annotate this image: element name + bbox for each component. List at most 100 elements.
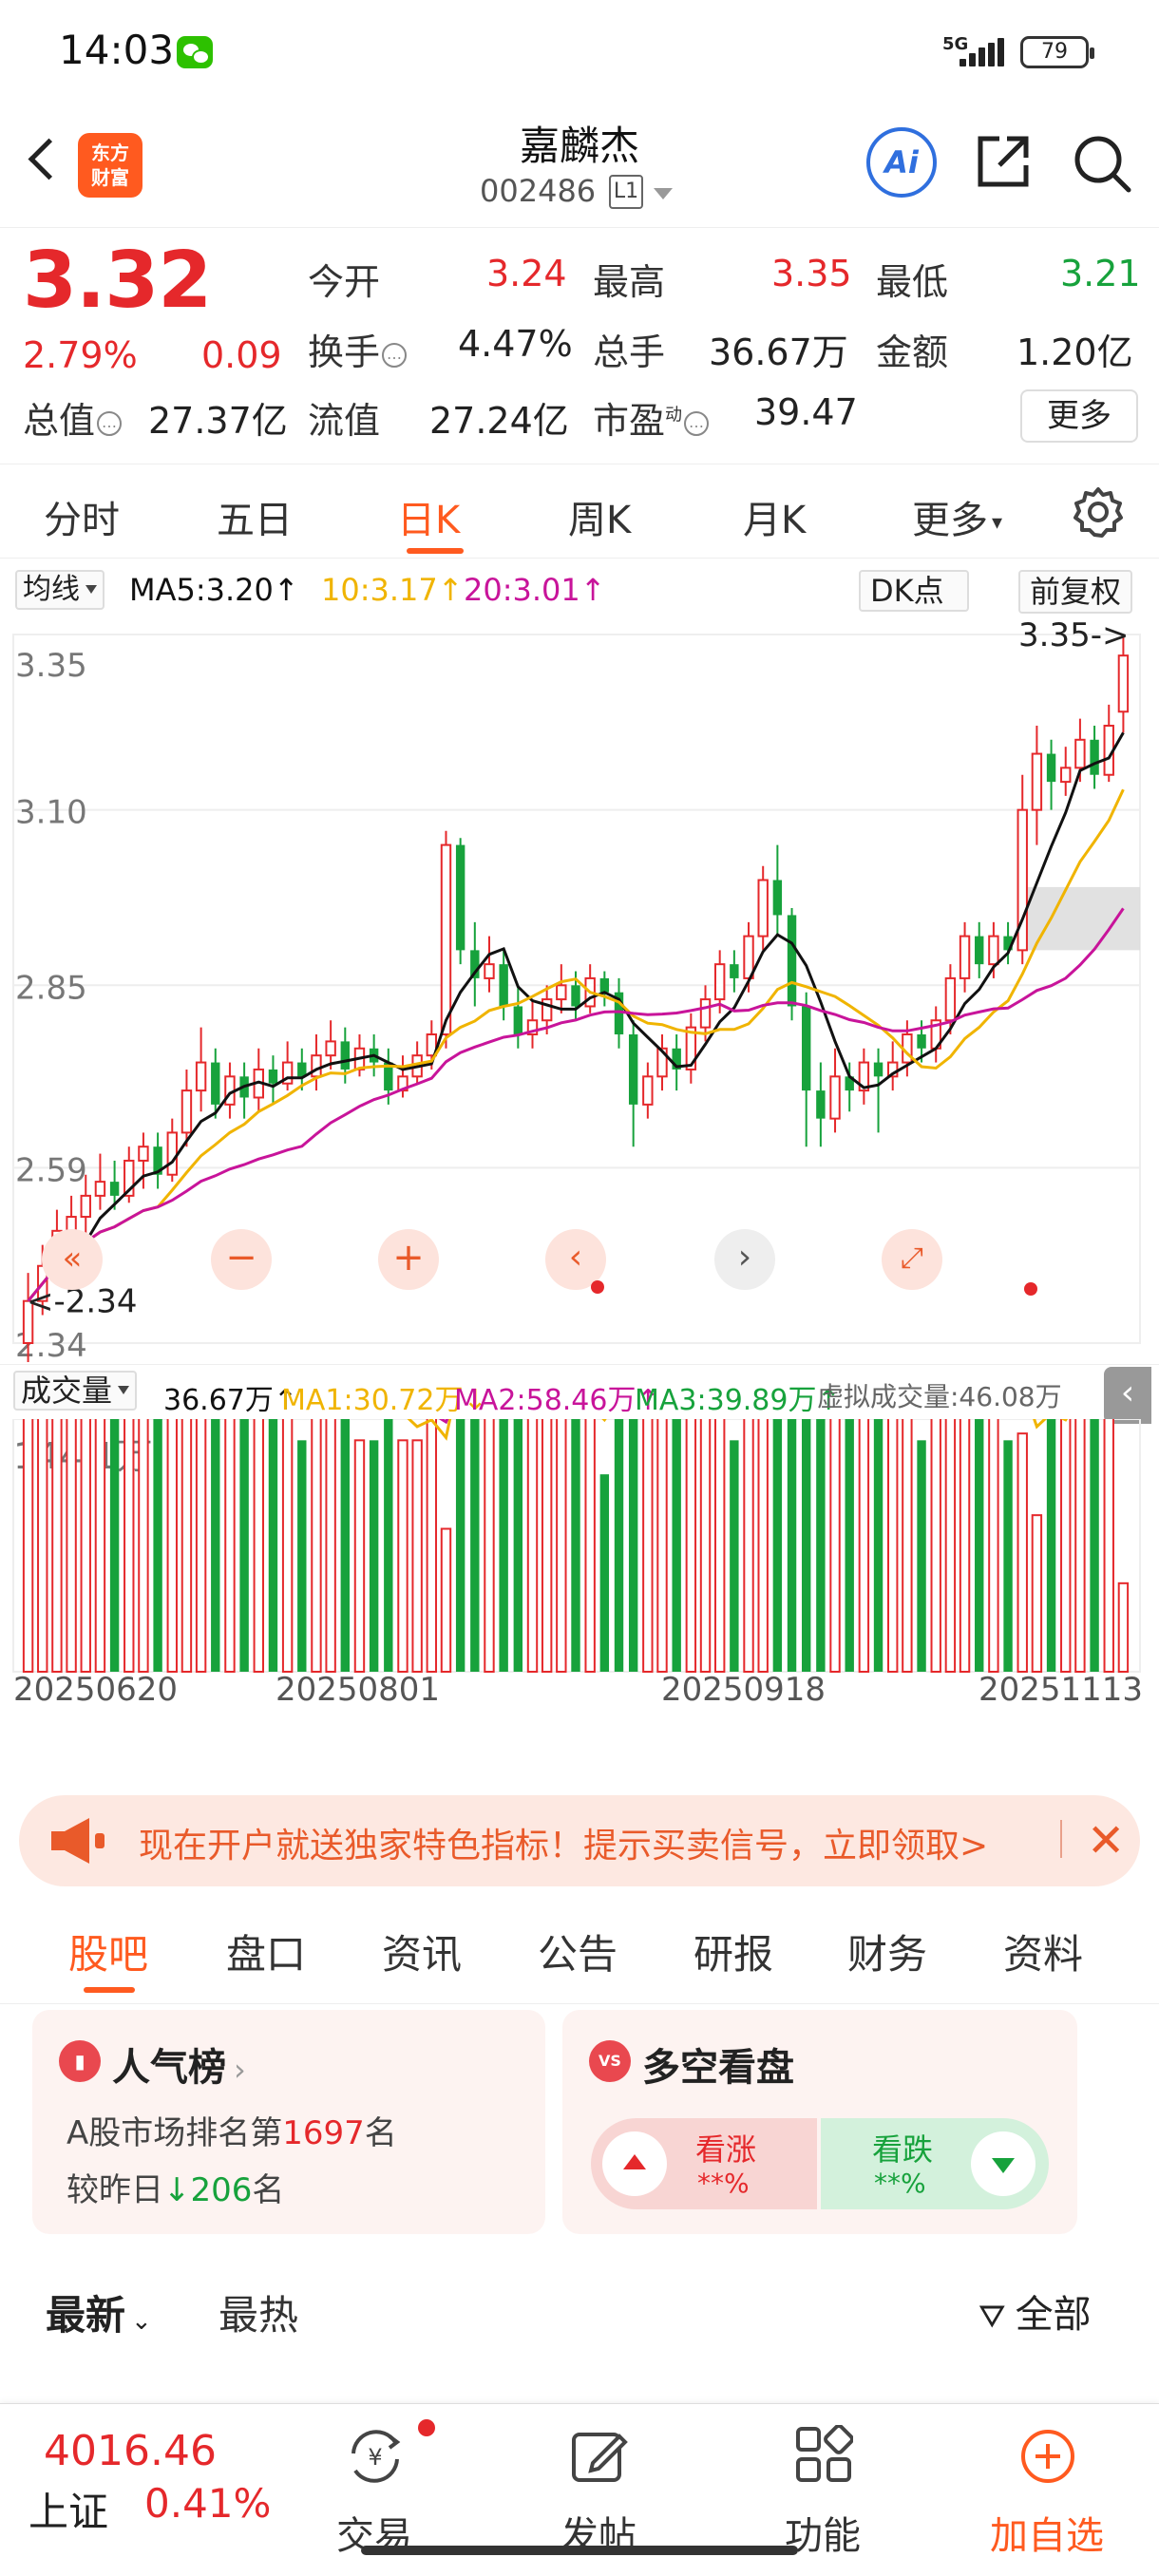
volume-bar [484,1419,495,1674]
tab-research[interactable]: 研报 [694,1931,774,1978]
wechat-notification-icon [177,36,213,68]
high-value: 3.35 [771,253,852,294]
volume-bar [1031,1514,1043,1673]
candlestick-chart[interactable]: 3.353.102.852.592.343.35-><-2.34 [0,621,1159,1362]
tab-daily-k[interactable]: 日K [397,499,461,542]
down-arrow-icon [971,2131,1036,2196]
info-icon[interactable]: … [382,342,408,368]
zoom-out-button[interactable]: − [211,1229,272,1290]
nav-post[interactable]: 发帖 [532,2417,665,2558]
open-label: 今开 [308,261,381,303]
volume-bar [672,1419,681,1672]
filter-all[interactable]: ⛛ 全部 [978,2293,1092,2337]
volume-bar [297,1440,307,1672]
candle [959,921,971,993]
adjust-mode-toggle[interactable]: 前复权 [1018,570,1133,614]
status-bar: 14:03 5G 79 [0,0,1159,104]
index-name: 上证 [28,2489,109,2535]
zoom-in-button[interactable]: + [378,1229,439,1290]
volume-indicator-selector[interactable]: 成交量 [13,1371,138,1411]
volume-bar [166,1419,178,1673]
turnover-label[interactable]: 换手… [308,323,408,375]
volume-bar [656,1419,668,1674]
tab-guba[interactable]: 股吧 [68,1931,149,1978]
volume-bar [426,1419,438,1673]
tab-intraday[interactable]: 分时 [44,499,120,542]
sort-hottest[interactable]: 最热 [218,2292,299,2339]
y-tick-label: 3.10 [15,794,87,832]
candle [1060,747,1072,796]
candle [772,844,783,937]
mktcap-label[interactable]: 总值… [23,391,123,444]
candle [730,950,739,993]
quote-panel: 3.32 2.79% 0.09 今开 3.24 最高 3.35 最低 3.21 … [0,228,1159,461]
scroll-left-all-button[interactable]: « [42,1229,103,1290]
bar-chart-icon: ▮ [59,2040,101,2082]
bearish-button[interactable]: 看跌 **% [821,2118,1049,2209]
more-quote-button[interactable]: 更多 [1020,389,1138,443]
edit-icon [572,2433,628,2482]
candle [801,992,811,1147]
close-icon[interactable]: ✕ [1087,1814,1126,1867]
volume-bar [713,1419,726,1673]
share-icon[interactable] [973,131,1034,192]
tab-weekly-k[interactable]: 周K [568,499,632,542]
volume-bar [195,1419,207,1673]
nav-add-watchlist[interactable]: 加自选 [980,2417,1113,2558]
candle [685,1013,697,1084]
volume-bar [353,1439,366,1674]
tab-announcements[interactable]: 公告 [538,1931,618,1978]
x-tick-label: 20250801 [276,1671,440,1704]
svg-text:¥: ¥ [368,2444,382,2471]
dk-point-toggle[interactable]: DK点 [859,570,969,612]
chart-controls: « − + ‹ › ⤢ [0,1225,1159,1301]
volume-bar [743,1419,754,1673]
tab-more[interactable]: 更多 ▾ [912,499,1003,542]
volume-bar [22,1419,34,1673]
volume-bar [873,1419,884,1672]
next-button[interactable]: › [714,1229,775,1290]
candle [1016,774,1028,965]
search-icon[interactable] [1070,131,1134,196]
tab-five-day[interactable]: 五日 [217,499,293,542]
tab-monthly-k[interactable]: 月K [743,499,807,542]
ma-selector[interactable]: 均线 [15,570,104,610]
tab-news[interactable]: 资讯 [382,1931,463,1978]
popularity-card[interactable]: ▮ 人气榜 › A股市场排名第1697名 较昨日↓206名 [32,2010,545,2234]
gear-icon[interactable] [1072,485,1125,539]
volume-bar [253,1419,264,1673]
volume-bar [829,1419,841,1673]
collapse-panel-button[interactable]: ‹ [1104,1367,1151,1424]
info-icon[interactable]: … [97,410,123,436]
promo-banner[interactable]: 现在开户就送独家特色指标！提示买卖信号，立即领取> ✕ [19,1795,1140,1886]
float-label: 流值 [308,400,381,442]
candle [1117,635,1130,733]
sort-newest[interactable]: 最新 ⌄ [46,2292,152,2339]
stock-code: 002486 [480,173,597,209]
candle [699,985,712,1042]
ai-assistant-button[interactable]: Ai [866,127,937,198]
tab-profile[interactable]: 资料 [1003,1931,1084,1978]
signal-icon [960,38,1007,66]
bullish-button[interactable]: 看涨 **% [591,2118,817,2209]
volume-label: 总手 [593,331,666,373]
info-icon[interactable]: … [684,410,710,436]
nav-trade[interactable]: ¥ 交易 [308,2417,441,2558]
stock-switch-chevron-icon[interactable] [654,188,673,199]
tab-pankou[interactable]: 盘口 [226,1931,307,1978]
candle [180,1069,193,1147]
volume-chart[interactable]: 144.1万20250620202508012025091820251113 [0,1419,1159,1704]
volume-bar [384,1419,393,1672]
candle [599,971,610,1007]
volume-bar [975,1419,984,1672]
volume-bar [930,1419,941,1674]
volume-bar [959,1419,971,1673]
nav-functions[interactable]: 功能 [756,2417,889,2558]
stock-header: 东方 财富 嘉麟杰 002486 L1 Ai [0,104,1159,228]
pe-label[interactable]: 市盈动… [593,391,710,444]
tab-financials[interactable]: 财务 [847,1931,928,1978]
volume-bar [917,1440,926,1672]
prev-button[interactable]: ‹ [545,1229,606,1290]
candle [138,1132,149,1189]
fullscreen-button[interactable]: ⤢ [882,1229,942,1290]
